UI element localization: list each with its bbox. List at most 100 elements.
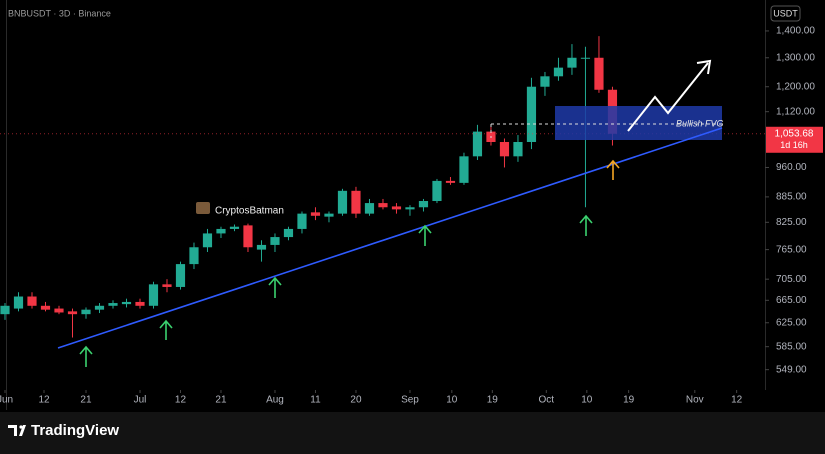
candle-body [135,301,145,306]
candle-body [378,203,388,208]
last-price-box: 1,053.68 1d 16h [766,126,823,153]
candle-body [54,308,64,313]
candle-body [216,228,226,234]
author-icon [196,202,210,214]
candle-body [324,213,334,217]
candle-body [499,141,510,157]
candle-body [472,131,483,157]
author-label: CryptosBatman [215,206,284,217]
footer-bar [0,412,825,454]
x-tick-label: Jun [0,395,13,406]
candle-body [256,244,267,250]
fvg-zone [555,106,722,140]
up-arrow [79,345,93,367]
x-tick-label: Oct [539,395,555,406]
y-tick-label: 1,120.00 [776,106,815,117]
x-tick-label: 21 [80,395,92,406]
up-arrow [418,224,432,246]
candle-body [594,57,604,90]
trend-line [57,127,723,349]
candle-body [405,207,415,210]
candle-body [445,180,456,183]
x-tick-label: 11 [310,395,321,406]
x-tick-label: 20 [350,395,362,406]
candle-body [391,206,402,210]
candle-body [202,233,213,248]
projection-arrowhead [696,59,712,75]
candle-body [229,226,240,229]
y-tick-label: 1,400.00 [776,26,815,37]
symbol-header: BNBUSDT · 3D · Binance [8,8,111,18]
projection-arrow [627,62,709,132]
y-tick-label: 585.00 [776,341,807,352]
candle-body [67,311,78,315]
currency-label: USDT [773,8,798,18]
candle-body [526,86,537,142]
x-tick-label: 12 [731,395,743,406]
up-arrow-orange [606,159,620,180]
y-tick-label: 665.00 [776,295,807,306]
candle-body [121,301,132,305]
candle-body [432,180,442,202]
last-price-label: 1,053.68 [775,128,814,139]
y-tick-label: 1,200.00 [776,81,815,92]
candle-body [189,247,199,265]
x-tick-label: Jul [134,395,147,406]
x-tick-label: Nov [686,395,704,406]
x-tick-label: 12 [38,395,50,406]
candle-body [108,303,118,306]
candle-body [13,296,24,309]
candle-body [270,237,280,245]
x-tick-label: Sep [401,395,419,406]
candle-body [0,305,10,315]
candle-body [418,201,429,208]
countdown-label: 1d 16h [780,140,808,150]
support-arrows [79,214,593,367]
y-tick-label: 765.00 [776,244,807,255]
y-tick-label: 885.00 [776,192,807,203]
candle-body [175,264,186,287]
candle-body [351,190,361,214]
brand-logo-dot [19,425,23,429]
candle-body [148,284,159,306]
candle-body [162,284,172,287]
y-tick-label: 825.00 [776,217,807,228]
brand-logo [8,425,26,436]
candle-body [580,57,591,59]
candle-body [283,228,294,238]
y-tick-label: 549.00 [776,364,807,375]
y-tick-label: 705.00 [776,274,807,285]
y-tick-label: 960.00 [776,162,807,173]
x-tick-label: Aug [266,395,284,406]
candle-body [81,309,91,315]
candle-body [297,213,307,229]
x-tick-label: 12 [175,395,187,406]
x-tick-label: 21 [215,395,227,406]
x-tick-label: 10 [581,395,593,406]
last-price-bg [766,126,823,153]
candle-body [553,67,564,77]
fvg-label: Bullish FVG [676,118,724,128]
brand-name: TradingView [31,422,119,439]
candle-body [337,190,348,214]
candle-body [513,141,523,157]
candle-body [567,57,577,68]
candle-body [243,225,253,248]
candle-body [94,305,105,310]
candle-body [310,212,321,216]
up-arrow [268,276,282,298]
candle-body [540,76,550,87]
candle-body [27,296,37,306]
currency-box [770,5,801,22]
x-tick-label: 10 [446,395,458,406]
candle-body [40,305,51,310]
x-tick-label: 19 [487,395,499,406]
candle-body [364,203,375,214]
y-tick-label: 625.00 [776,317,807,328]
up-arrow [159,319,173,340]
y-tick-label: 1,300.00 [776,52,815,63]
x-tick-label: 19 [623,395,635,406]
